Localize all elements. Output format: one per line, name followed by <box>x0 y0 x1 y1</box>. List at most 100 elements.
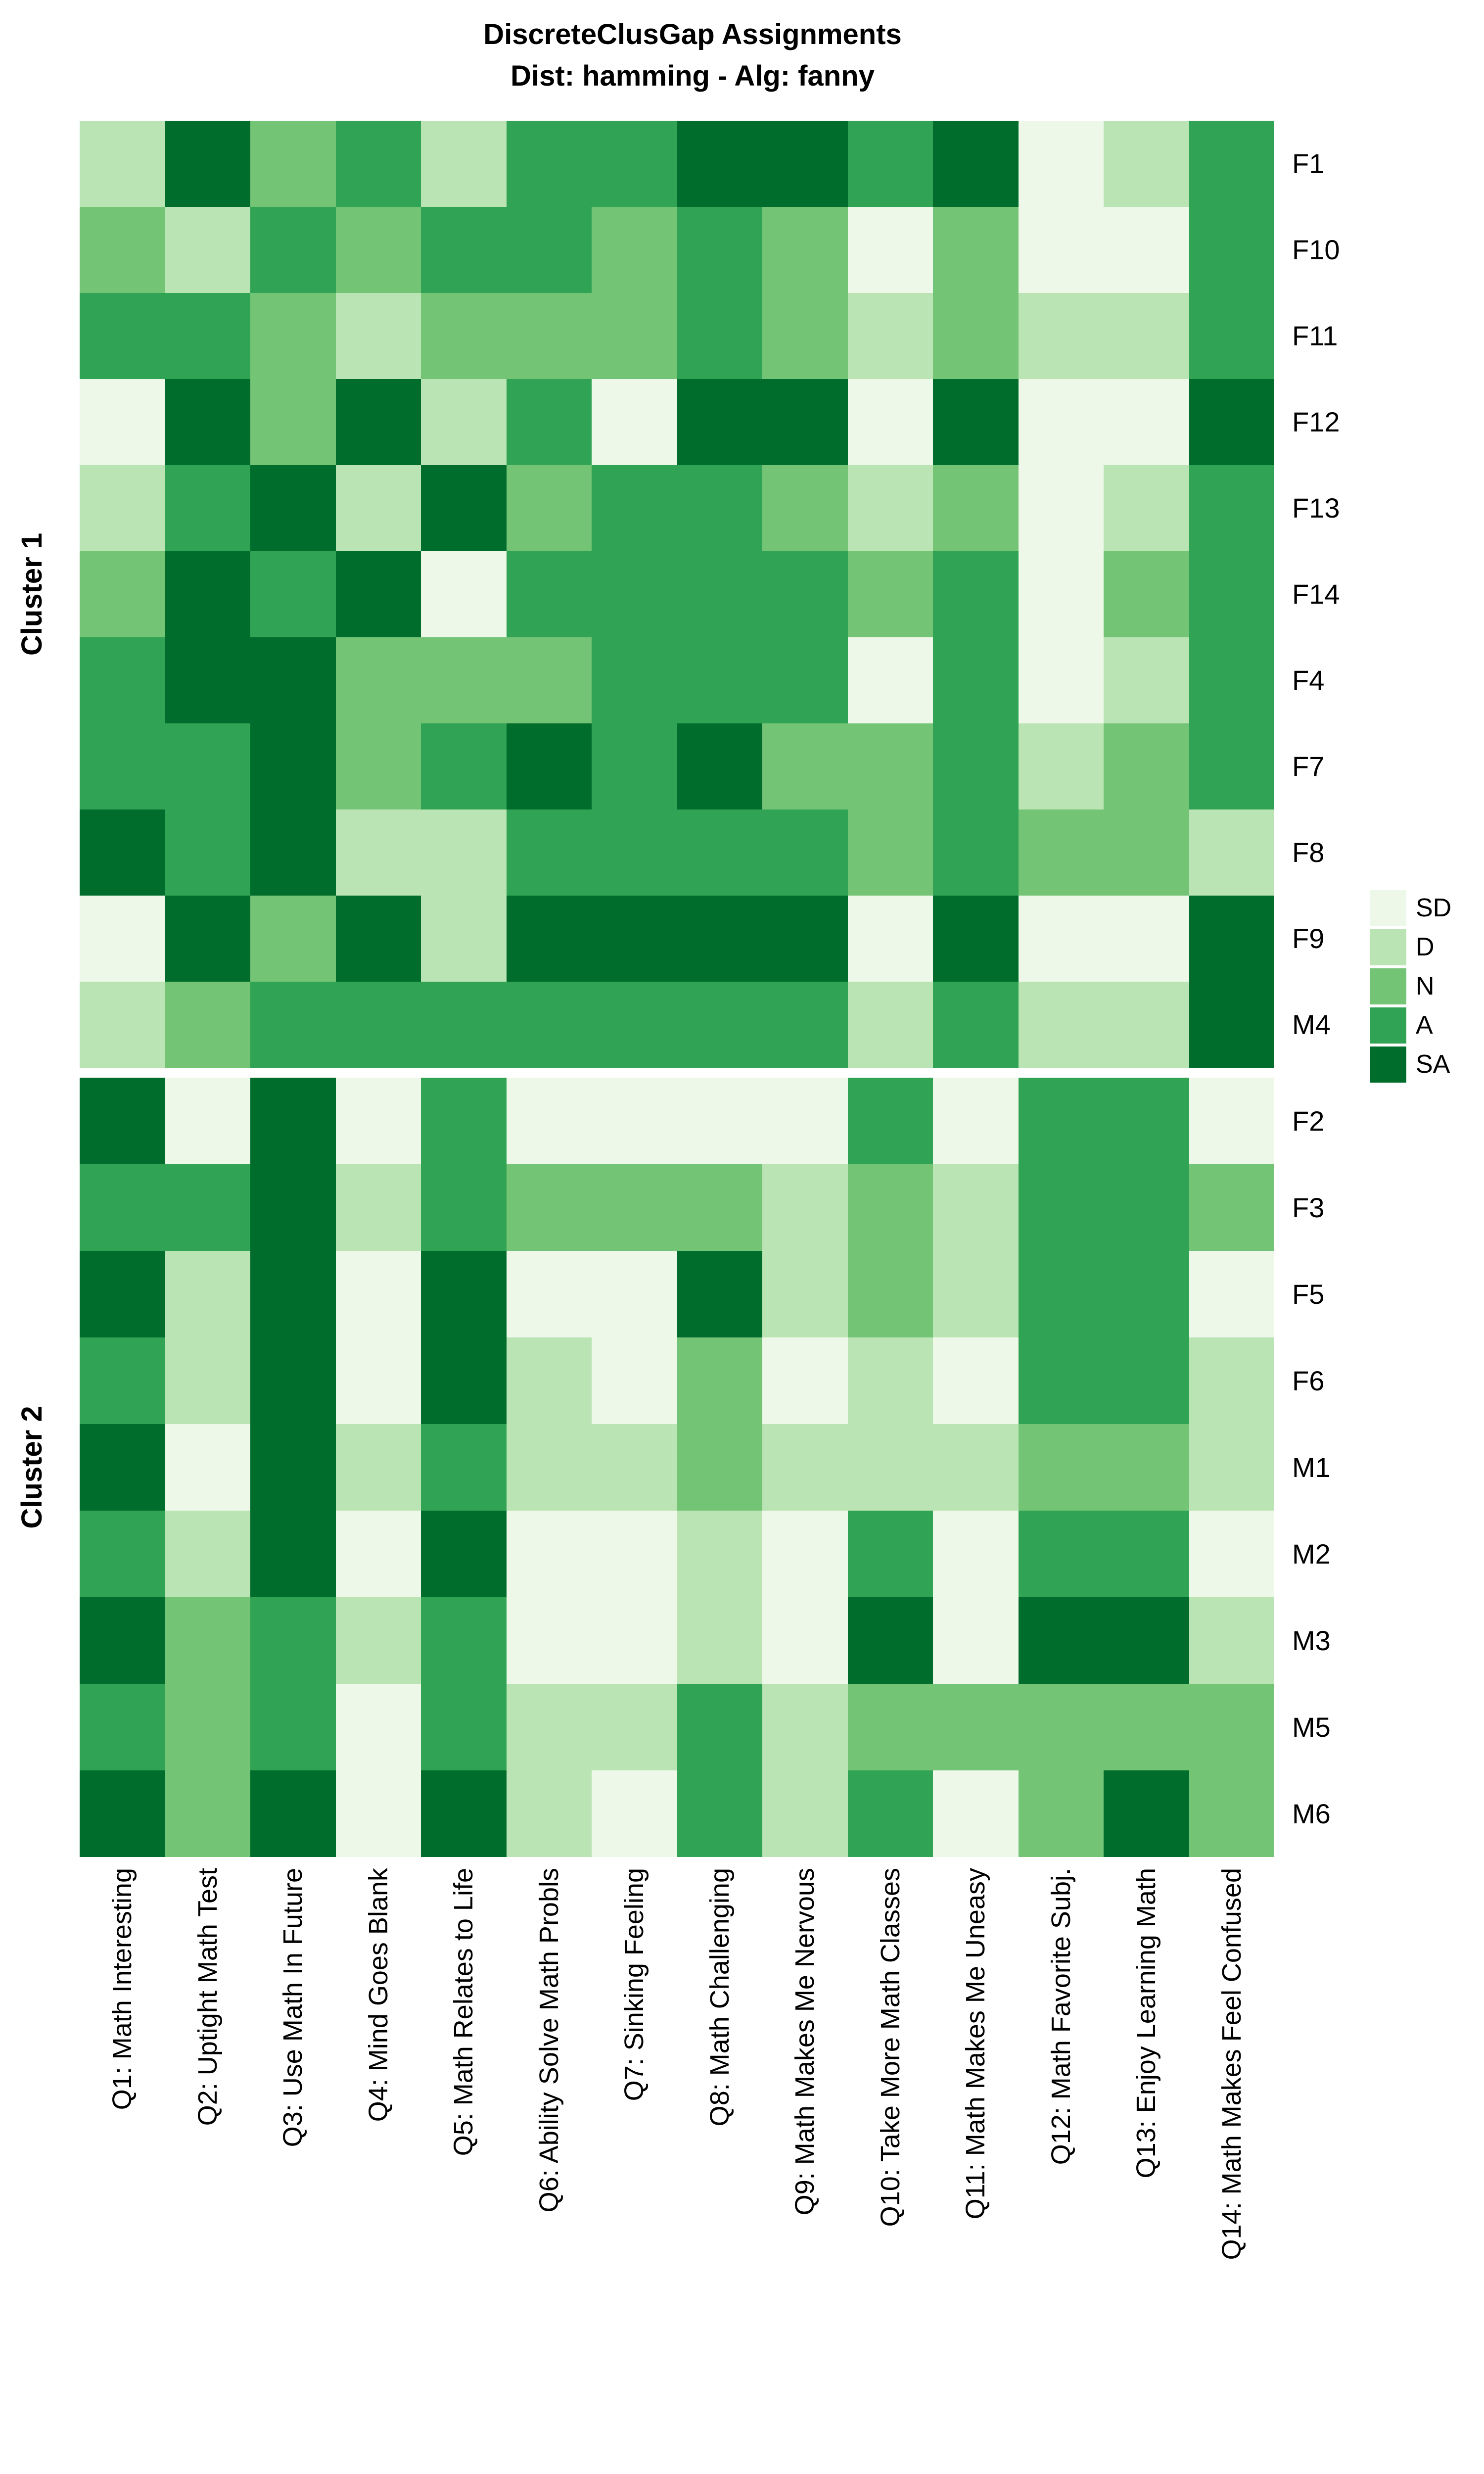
heatmap-cell-F8-col13 <box>1104 809 1189 896</box>
heatmap-cell-M4-col10 <box>847 982 933 1068</box>
heatmap-cell-F2-col3 <box>250 1078 336 1164</box>
heatmap-cell-F12-col11 <box>933 379 1019 465</box>
heatmap-cell-F12-col13 <box>1104 379 1189 465</box>
heatmap-cell-F3-col10 <box>847 1164 933 1251</box>
heatmap-cell-F14-col7 <box>592 551 677 637</box>
heatmap-cell-F10-col10 <box>847 207 933 293</box>
heatmap-cell-F6-col8 <box>677 1337 762 1424</box>
heatmap-cell-F7-col8 <box>677 723 762 809</box>
heatmap-cell-M6-col6 <box>506 1770 592 1857</box>
heatmap-cell-M2-col6 <box>506 1511 592 1597</box>
column-label-q13: Q13: Enjoy Learning Math <box>1131 1868 1161 2179</box>
legend-swatch-n <box>1370 968 1406 1004</box>
heatmap-cell-F5-col6 <box>506 1251 592 1337</box>
heatmap-cell-F13-col2 <box>165 465 250 551</box>
heatmap-cell-M3-col4 <box>335 1597 421 1684</box>
heatmap-cell-F9-col3 <box>250 896 336 982</box>
heatmap-cell-F6-col6 <box>506 1337 592 1424</box>
heatmap-cell-F8-col5 <box>421 809 507 896</box>
heatmap-cell-F12-col8 <box>677 379 762 465</box>
heatmap-cell-M6-col10 <box>847 1770 933 1857</box>
row-label-F14: F14 <box>1292 578 1340 610</box>
row-label-F6: F6 <box>1292 1365 1325 1396</box>
heatmap-cell-M1-col5 <box>421 1424 507 1511</box>
heatmap-cell-F7-col5 <box>421 723 507 809</box>
heatmap-cell-M6-col13 <box>1104 1770 1189 1857</box>
legend-label-sa: SA <box>1416 1050 1450 1079</box>
heatmap-cell-M3-col12 <box>1018 1597 1104 1684</box>
heatmap-cell-F13-col3 <box>250 465 336 551</box>
heatmap-cell-F14-col8 <box>677 551 762 637</box>
heatmap-cell-F7-col7 <box>592 723 677 809</box>
heatmap-cell-F1-col14 <box>1189 121 1274 207</box>
heatmap-cell-F7-col2 <box>165 723 250 809</box>
heatmap-cell-M6-col7 <box>592 1770 677 1857</box>
heatmap-cell-F13-col9 <box>762 465 848 551</box>
heatmap-cell-F1-col7 <box>592 121 677 207</box>
heatmap-cell-F6-col14 <box>1189 1337 1274 1424</box>
heatmap-cell-F14-col3 <box>250 551 336 637</box>
legend-item-d: D <box>1370 929 1484 968</box>
heatmap-cell-F8-col8 <box>677 809 762 896</box>
heatmap-cell-F8-col7 <box>592 809 677 896</box>
heatmap-cell-F14-col14 <box>1189 551 1274 637</box>
heatmap-cell-M2-col11 <box>933 1511 1019 1597</box>
heatmap-cell-M5-col14 <box>1189 1684 1274 1770</box>
heatmap-cell-M1-col6 <box>506 1424 592 1511</box>
heatmap-cell-F2-col2 <box>165 1078 250 1164</box>
heatmap-cell-F13-col12 <box>1018 465 1104 551</box>
heatmap-cell-M3-col7 <box>592 1597 677 1684</box>
column-label-q1: Q1: Math Interesting <box>107 1868 138 2110</box>
heatmap-cell-F10-col7 <box>592 207 677 293</box>
heatmap-cell-F7-col1 <box>80 723 165 809</box>
heatmap-cell-F4-col14 <box>1189 637 1274 723</box>
column-label-q12: Q12: Math Favorite Subj. <box>1046 1868 1076 2165</box>
heatmap-cell-M3-col8 <box>677 1597 762 1684</box>
legend-swatch-d <box>1370 929 1406 965</box>
heatmap-cell-F11-col10 <box>847 293 933 379</box>
row-label-F2: F2 <box>1292 1105 1325 1137</box>
heatmap-cell-M3-col1 <box>80 1597 165 1684</box>
heatmap-cell-F10-col13 <box>1104 207 1189 293</box>
heatmap-cell-F11-col3 <box>250 293 336 379</box>
row-label-M6: M6 <box>1292 1798 1331 1829</box>
row-label-F5: F5 <box>1292 1278 1325 1310</box>
row-label-F8: F8 <box>1292 837 1325 868</box>
heatmap-cell-F2-col11 <box>933 1078 1019 1164</box>
heatmap-cell-M3-col6 <box>506 1597 592 1684</box>
heatmap-cell-M3-col9 <box>762 1597 848 1684</box>
heatmap-cell-F4-col5 <box>421 637 507 723</box>
heatmap-cell-F7-col12 <box>1018 723 1104 809</box>
heatmap-cell-F12-col2 <box>165 379 250 465</box>
heatmap-cell-F2-col9 <box>762 1078 848 1164</box>
heatmap-cell-F9-col5 <box>421 896 507 982</box>
heatmap-cell-F3-col2 <box>165 1164 250 1251</box>
heatmap-cell-F2-col7 <box>592 1078 677 1164</box>
heatmap-cell-F3-col13 <box>1104 1164 1189 1251</box>
cluster-2-axis-label: Cluster 2 <box>16 1406 48 1529</box>
heatmap-cell-M5-col2 <box>165 1684 250 1770</box>
heatmap-cell-F1-col1 <box>80 121 165 207</box>
heatmap-cell-F3-col1 <box>80 1164 165 1251</box>
heatmap-cell-M5-col13 <box>1104 1684 1189 1770</box>
heatmap-cell-M2-col7 <box>592 1511 677 1597</box>
heatmap-cell-F12-col14 <box>1189 379 1274 465</box>
heatmap-cell-F9-col7 <box>592 896 677 982</box>
heatmap-cell-F11-col11 <box>933 293 1019 379</box>
heatmap-cell-M2-col1 <box>80 1511 165 1597</box>
heatmap-cell-F14-col2 <box>165 551 250 637</box>
heatmap-cell-F7-col10 <box>847 723 933 809</box>
heatmap-cell-F3-col12 <box>1018 1164 1104 1251</box>
heatmap-cell-F12-col1 <box>80 379 165 465</box>
heatmap-cell-F4-col1 <box>80 637 165 723</box>
heatmap-cell-F10-col1 <box>80 207 165 293</box>
heatmap-cell-F8-col14 <box>1189 809 1274 896</box>
heatmap-cell-F9-col2 <box>165 896 250 982</box>
legend-item-sa: SA <box>1370 1047 1484 1086</box>
heatmap-cell-M3-col3 <box>250 1597 336 1684</box>
heatmap-cell-M4-col6 <box>506 982 592 1068</box>
column-label-q11: Q11: Math Makes Me Uneasy <box>961 1868 991 2220</box>
row-label-F10: F10 <box>1292 234 1340 265</box>
heatmap-cell-F1-col8 <box>677 121 762 207</box>
heatmap-cell-F4-col8 <box>677 637 762 723</box>
